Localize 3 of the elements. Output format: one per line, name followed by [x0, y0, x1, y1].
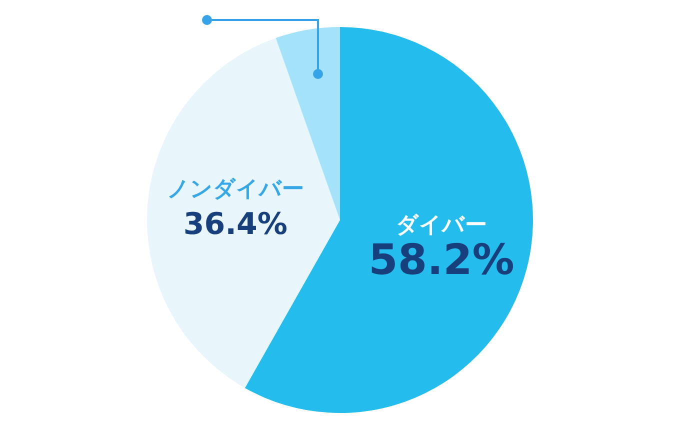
data-label: 36.4%: [183, 206, 288, 242]
pie-slice: [147, 38, 340, 388]
slice-label: ノンダイバー: [166, 176, 304, 202]
